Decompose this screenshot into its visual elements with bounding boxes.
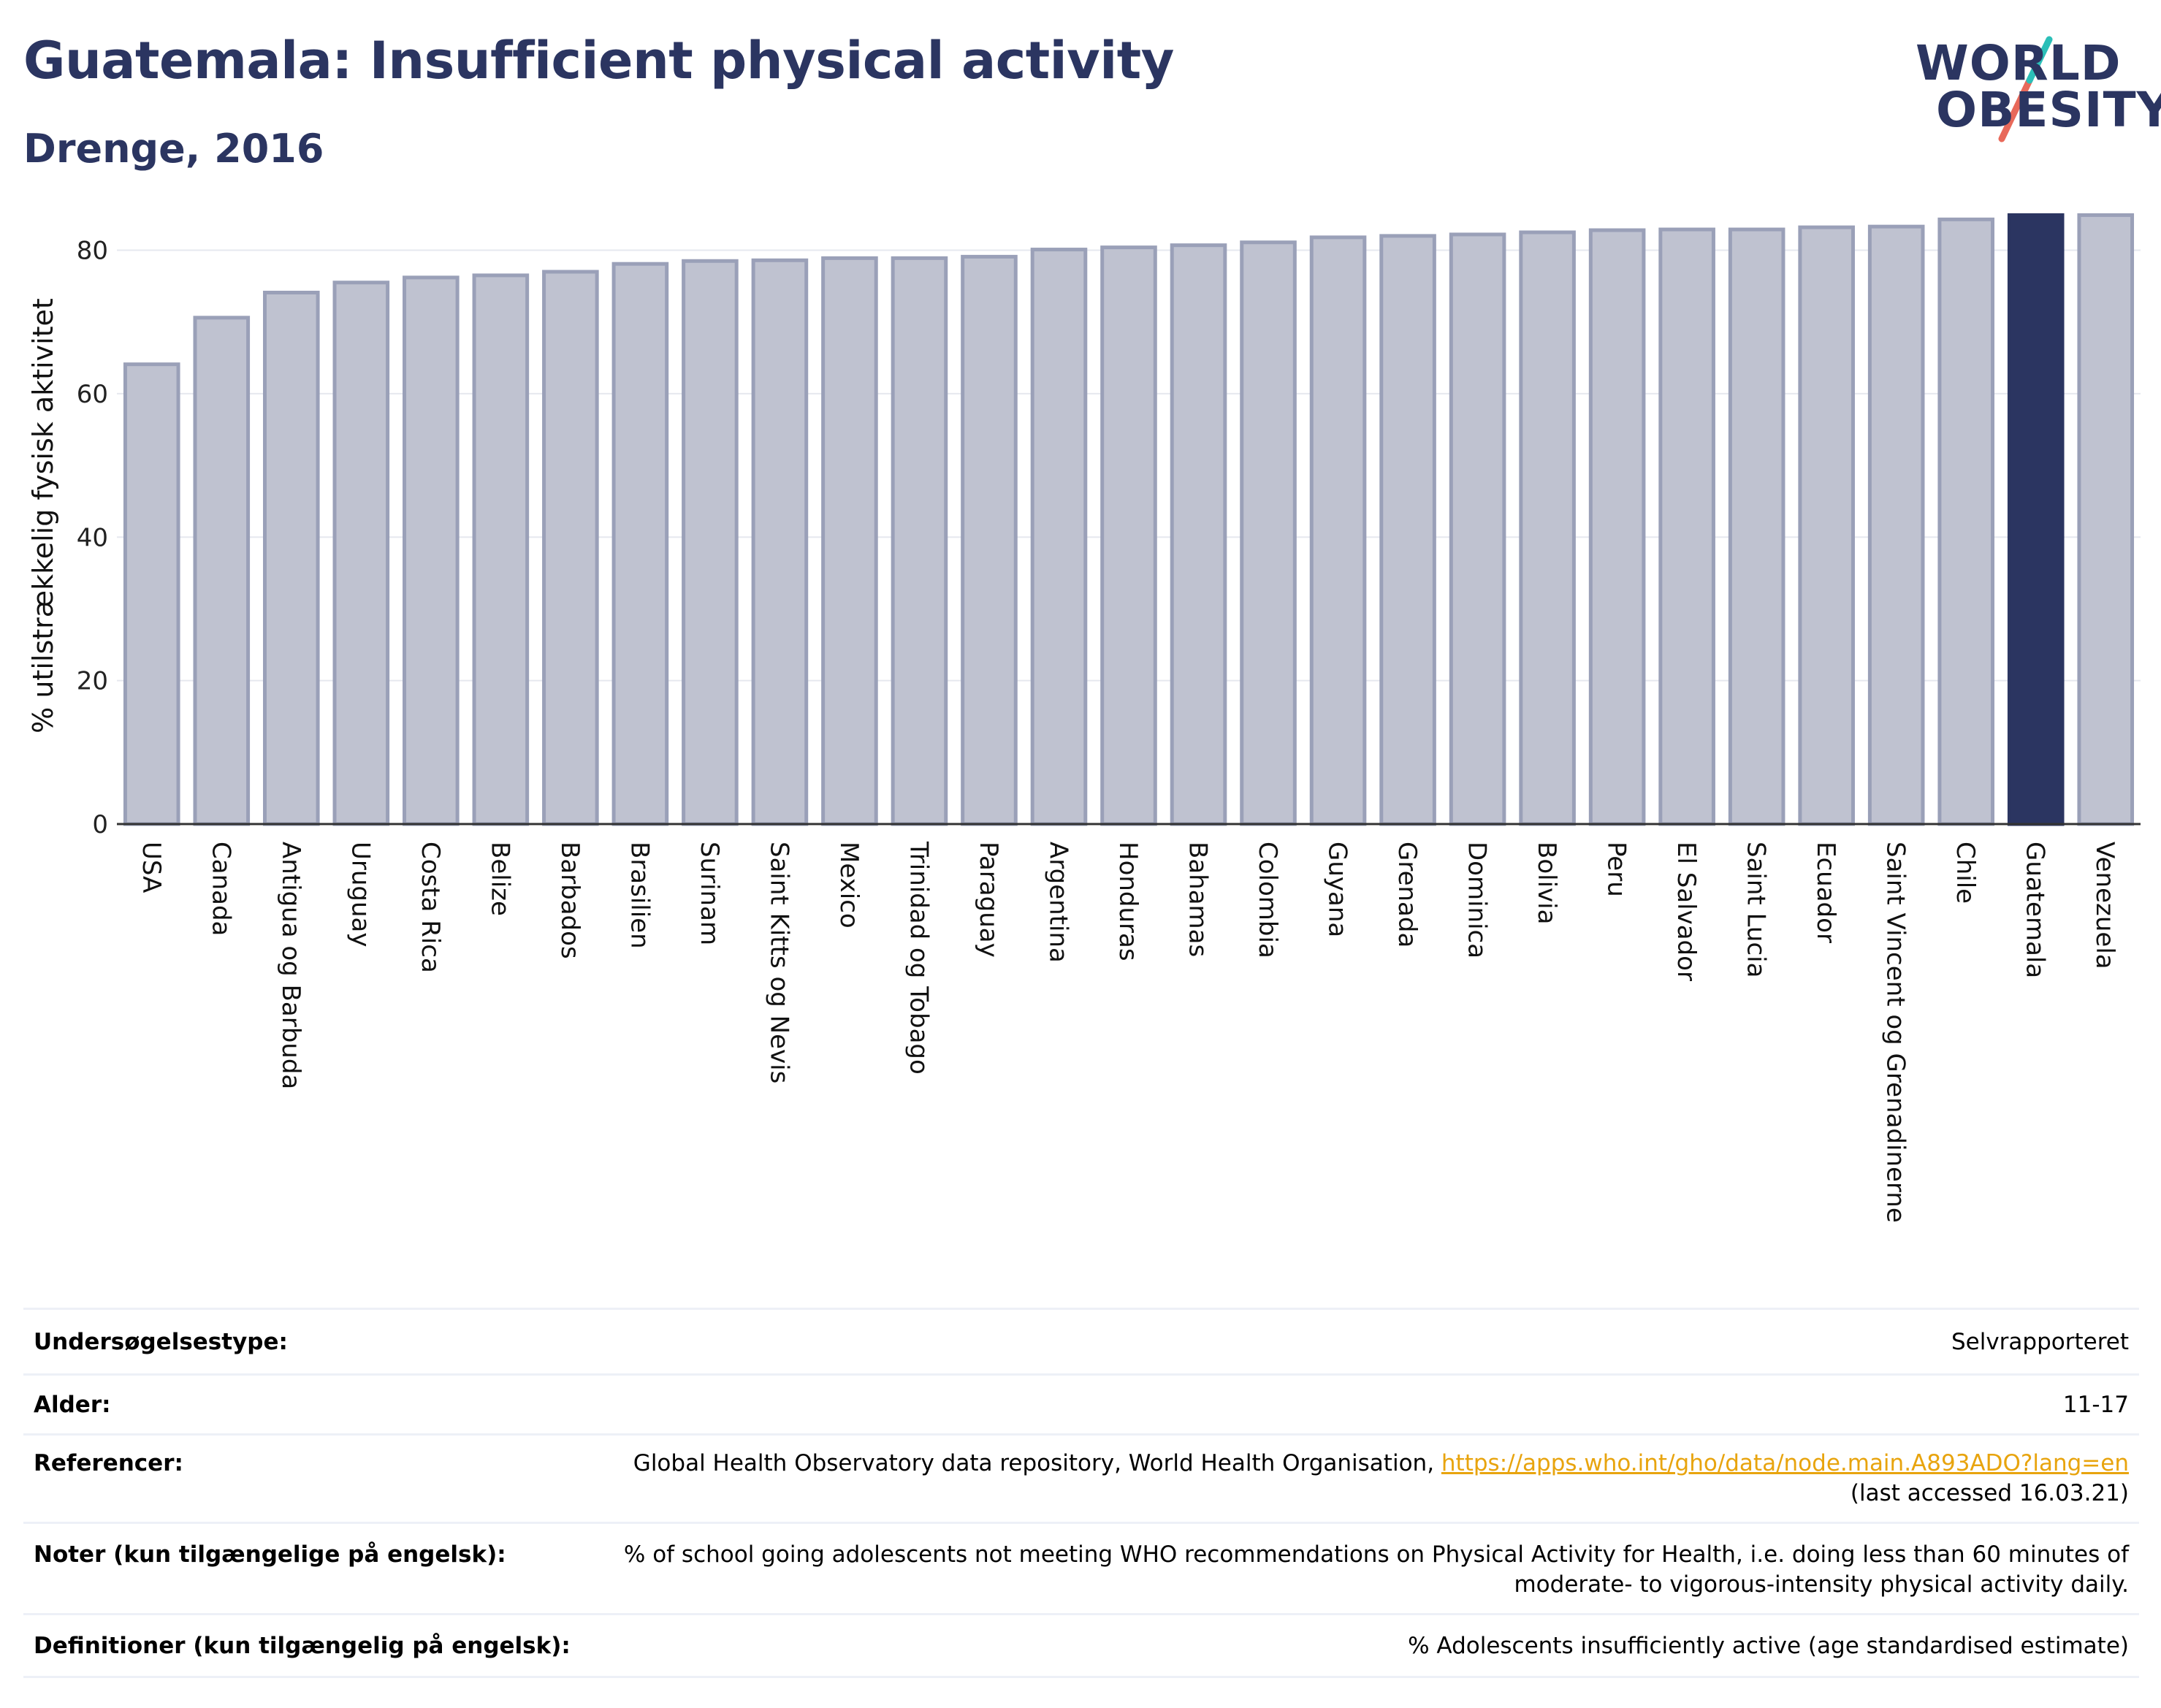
- info-row-notes: Noter (kun tilgængelige på engelsk): % o…: [23, 1522, 2139, 1613]
- x-tick-label: Uruguay: [346, 842, 375, 948]
- info-row-definitions: Definitioner (kun tilgængelig på engelsk…: [23, 1613, 2139, 1678]
- x-tick-label: Dominica: [1463, 842, 1492, 958]
- bar-brasilien: [611, 262, 669, 826]
- bar-surinam: [682, 259, 739, 826]
- bar-guyana: [1309, 235, 1367, 826]
- logo-word-obesity: OBESITY: [1936, 82, 2161, 138]
- x-tick-label: Trinidad og Tobago: [904, 841, 933, 1075]
- info-row-references: Referencer: Global Health Observatory da…: [23, 1433, 2139, 1522]
- x-tick-label: Saint Lucia: [1742, 842, 1771, 977]
- bar-antigua-og-barbuda: [262, 290, 320, 826]
- x-tick-label: El Salvador: [1672, 842, 1701, 981]
- x-tick-label: Bolivia: [1532, 842, 1561, 924]
- info-table: Undersøgelsestype: Selvrapporteret Alder…: [23, 1308, 2139, 1678]
- x-tick-label: Guatemala: [2021, 842, 2050, 978]
- world-obesity-logo: WORLD OBESITY: [1899, 29, 2161, 161]
- y-axis-label: % utilstrækkelig fysisk aktivitet: [27, 298, 59, 733]
- x-tick-label: Venezuela: [2090, 842, 2119, 969]
- x-tick-label: Costa Rica: [416, 842, 445, 973]
- logo-word-world: WORLD: [1916, 35, 2122, 91]
- bar-bolivia: [1519, 230, 1576, 826]
- bar-ecuador: [1798, 225, 1855, 826]
- x-tick-label: Guyana: [1323, 842, 1352, 937]
- bar-mexico: [821, 256, 878, 826]
- bar-costa-rica: [403, 275, 460, 826]
- y-tick-label: 80: [77, 237, 108, 266]
- bar-grenada: [1379, 234, 1436, 826]
- y-tick-label: 60: [77, 380, 108, 409]
- chart-subtitle: Drenge, 2016: [23, 126, 324, 172]
- bar-barbados: [542, 270, 599, 826]
- info-label: Referencer:: [34, 1450, 183, 1476]
- x-tick-label: Saint Vincent og Grenadinerne: [1881, 842, 1910, 1223]
- x-tick-label: Barbados: [555, 842, 584, 959]
- bar-bahamas: [1170, 243, 1227, 826]
- info-value: % of school going adolescents not meetin…: [623, 1541, 2129, 1598]
- bar-saint-lucia: [1728, 227, 1785, 826]
- reference-link[interactable]: https://apps.who.int/gho/data/node.main.…: [1441, 1450, 2129, 1476]
- bar-saint-vincent-og-grenadinerne: [1867, 224, 1925, 826]
- info-value: 11-17: [2062, 1392, 2129, 1418]
- bar-venezuela: [2077, 213, 2135, 826]
- info-value: % Adolescents insufficiently active (age…: [1408, 1633, 2129, 1659]
- bar-usa: [123, 362, 180, 826]
- info-label: Definitioner (kun tilgængelig på engelsk…: [34, 1633, 571, 1659]
- bar-paraguay: [961, 254, 1018, 826]
- x-tick-label: Grenada: [1392, 842, 1422, 948]
- bar-colombia: [1240, 240, 1297, 826]
- x-tick-label: Colombia: [1253, 842, 1282, 958]
- info-label: Noter (kun tilgængelige på engelsk):: [34, 1541, 506, 1568]
- bar-uruguay: [332, 281, 390, 826]
- x-tick-label: Brasilien: [625, 842, 654, 949]
- x-tick-label: Chile: [1951, 842, 1980, 904]
- x-tick-label: Paraguay: [974, 842, 1003, 958]
- x-tick-label: Ecuador: [1811, 842, 1840, 943]
- logo-slash-icon: [1998, 36, 2053, 142]
- bar-argentina: [1030, 248, 1088, 826]
- bar-trinidad-og-tobago: [891, 256, 948, 826]
- chart-title: Guatemala: Insufficient physical activit…: [23, 31, 1174, 91]
- x-tick-label: Canada: [206, 842, 235, 936]
- bar-saint-kitts-og-nevis: [751, 258, 809, 826]
- bar-el-salvador: [1658, 227, 1715, 826]
- info-value: Selvrapporteret: [1951, 1329, 2129, 1355]
- info-value: Global Health Observatory data repositor…: [633, 1449, 2139, 1509]
- bar-guatemala: [2007, 213, 2065, 826]
- x-tick-label: USA: [137, 842, 166, 893]
- bar-dominica: [1449, 232, 1506, 826]
- x-tick-label: Mexico: [834, 842, 864, 929]
- bar-honduras: [1100, 245, 1157, 826]
- bar-belize: [472, 273, 530, 826]
- bar-canada: [193, 316, 251, 826]
- x-tick-label: Honduras: [1113, 842, 1143, 961]
- x-tick-label: Peru: [1602, 842, 1631, 897]
- x-tick-label: Antigua og Barbuda: [276, 842, 305, 1089]
- bar-peru: [1588, 228, 1646, 826]
- info-row-survey-type: Undersøgelsestype: Selvrapporteret: [23, 1308, 2139, 1373]
- bar-chart: 0 20 40 60 80 % utilstrækkelig fysisk aktivit…: [27, 213, 2141, 1223]
- y-tick-label: 0: [92, 810, 108, 839]
- x-tick-label: Saint Kitts og Nevis: [764, 842, 793, 1083]
- y-tick-label: 40: [77, 523, 108, 552]
- x-tick-label: Belize: [485, 842, 514, 916]
- x-tick-label: Bahamas: [1184, 842, 1213, 957]
- bar-chile: [1937, 217, 1995, 826]
- info-row-age: Alder: 11-17: [23, 1373, 2139, 1433]
- y-tick-label: 20: [77, 667, 108, 696]
- reference-accessed: (last accessed 16.03.21): [1850, 1480, 2129, 1506]
- info-label: Undersøgelsestype:: [34, 1329, 288, 1355]
- info-label: Alder:: [34, 1392, 111, 1418]
- reference-text: Global Health Observatory data repositor…: [633, 1450, 1441, 1476]
- x-tick-label: Argentina: [1043, 842, 1072, 963]
- x-tick-label: Surinam: [695, 842, 724, 945]
